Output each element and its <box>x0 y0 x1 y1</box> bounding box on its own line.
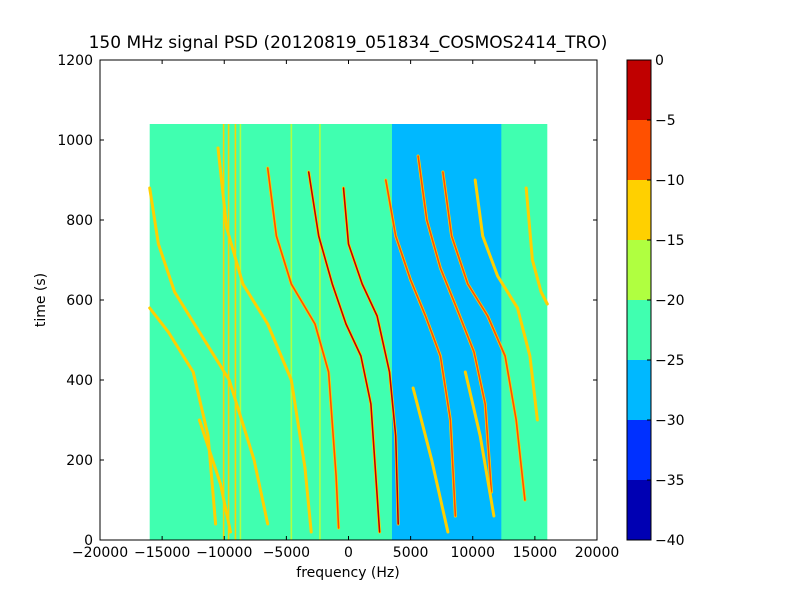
colorbar-tick-label: −10 <box>655 173 685 189</box>
colorbar-tick-label: −25 <box>655 353 685 369</box>
colorbar-tick-label: −5 <box>655 113 676 129</box>
colorbar-segment <box>627 360 651 420</box>
spectrogram-heatmap <box>148 124 549 540</box>
colorbar-tick-label: −35 <box>655 473 685 489</box>
doppler-track <box>148 187 269 525</box>
colorbar-segment <box>627 300 651 360</box>
x-tick-label: 10000 <box>450 545 495 561</box>
y-tick-label: 400 <box>66 373 93 389</box>
colorbar-segment <box>627 60 651 120</box>
x-tick-label: −15000 <box>134 545 190 561</box>
y-tick-label: 600 <box>66 293 93 309</box>
y-tick-label: 0 <box>84 533 93 549</box>
colorbar-tick-label: −20 <box>655 293 685 309</box>
doppler-track <box>464 371 495 517</box>
doppler-track <box>198 419 232 533</box>
doppler-track <box>525 187 549 305</box>
doppler-track <box>217 147 312 533</box>
x-tick-label: 15000 <box>513 545 558 561</box>
colorbar-tick-label: −30 <box>655 413 685 429</box>
y-tick-label: 800 <box>66 213 93 229</box>
y-axis: 0 200 400 600 800 1000 1200 <box>57 53 597 549</box>
chart-title: 150 MHz signal PSD (20120819_051834_COSM… <box>89 33 608 53</box>
y-tick-label: 1200 <box>57 53 93 69</box>
x-tick-label: −20000 <box>72 545 128 561</box>
x-tick-label: −10000 <box>196 545 252 561</box>
x-tick-label: 20000 <box>575 545 620 561</box>
colorbar-segment <box>627 120 651 180</box>
colorbar-tick-label: −40 <box>655 533 685 549</box>
x-tick-label: 5000 <box>393 545 429 561</box>
colorbar-segment <box>627 420 651 480</box>
plot-area: −20000 −15000 −10000 −5000 0 5000 10000 15000 20… <box>57 53 619 561</box>
x-axis: −20000 −15000 −10000 −5000 0 5000 10000 15000 20… <box>72 60 619 561</box>
x-tick-label: 0 <box>344 545 353 561</box>
doppler-track <box>148 307 217 525</box>
doppler-track <box>412 387 449 533</box>
doppler-track <box>266 167 340 529</box>
x-axis-label: frequency (Hz) <box>296 565 399 581</box>
colorbar-segment <box>627 180 651 240</box>
doppler-track <box>442 171 526 501</box>
colorbar-tick-label: 0 <box>655 53 664 69</box>
colorbar-segment <box>627 480 651 540</box>
y-tick-label: 1000 <box>57 133 93 149</box>
doppler-track <box>474 179 539 421</box>
doppler-track <box>417 155 493 493</box>
colorbar: −40 −35 −30 −25 −20 −15 −10 −5 0 <box>626 53 685 549</box>
doppler-track <box>342 187 399 525</box>
y-tick-label: 200 <box>66 453 93 469</box>
doppler-track <box>385 179 457 517</box>
doppler-track <box>307 171 381 533</box>
y-axis-label: time (s) <box>33 273 49 327</box>
colorbar-tick-label: −15 <box>655 233 685 249</box>
colorbar-segment <box>627 240 651 300</box>
heatmap-quiet-band <box>391 124 502 540</box>
x-tick-label: −5000 <box>263 545 310 561</box>
